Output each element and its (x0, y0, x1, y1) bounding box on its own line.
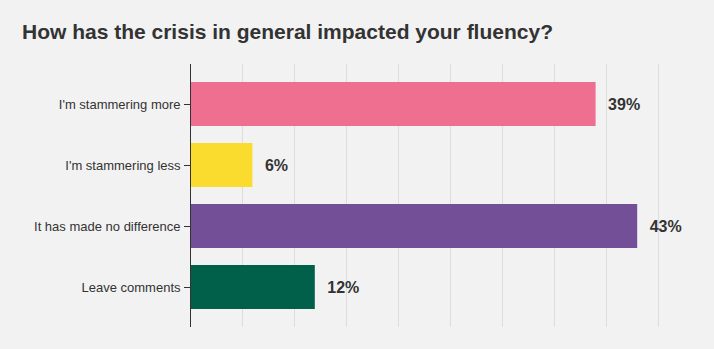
svg-text:6%: 6% (265, 157, 288, 174)
svg-text:43%: 43% (650, 218, 682, 235)
svg-text:12%: 12% (327, 279, 359, 296)
svg-text:Leave comments: Leave comments (82, 280, 181, 295)
html-text:How has the crisis in general: How has the crisis in general impacted y… (22, 20, 553, 43)
svg-text:It has made no difference: It has made no difference (34, 219, 180, 234)
svg-text:39%: 39% (608, 96, 640, 113)
svg-text:I'm stammering less: I'm stammering less (65, 158, 181, 173)
svg-text:I'm stammering more: I'm stammering more (59, 97, 181, 112)
